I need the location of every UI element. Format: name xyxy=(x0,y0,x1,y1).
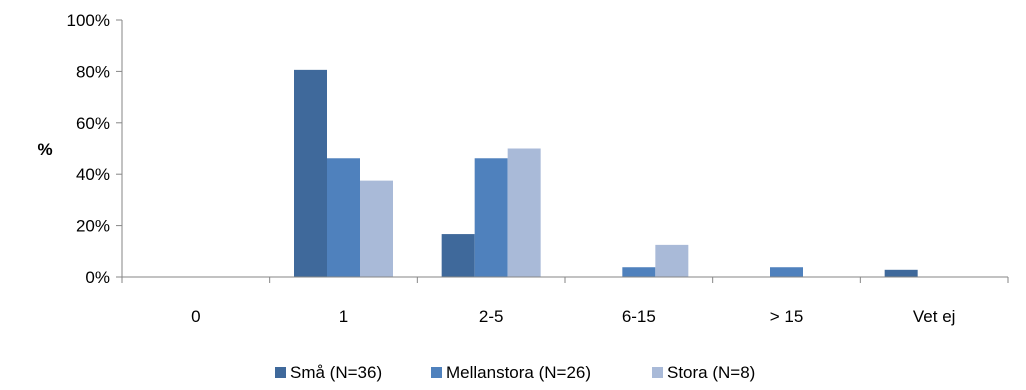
legend-swatch-2 xyxy=(431,367,442,378)
bar-1-6 xyxy=(884,269,918,277)
legend: Små (N=36) Mellanstora (N=26) Stora (N=8) xyxy=(275,363,755,382)
bar-3-2 xyxy=(360,180,393,277)
bar-1-3 xyxy=(441,234,475,277)
x-tick-label: 6-15 xyxy=(622,307,656,326)
bar-2-2 xyxy=(327,158,360,277)
legend-label-1: Små (N=36) xyxy=(290,363,382,382)
x-tick-label: 0 xyxy=(191,307,200,326)
bar-1-2 xyxy=(294,69,327,277)
legend-swatch-3 xyxy=(652,367,663,378)
bar-2-5 xyxy=(770,267,803,277)
x-tick-label: 1 xyxy=(339,307,348,326)
axes xyxy=(116,19,1009,283)
y-tick-label: 60% xyxy=(76,114,110,133)
legend-label-2: Mellanstora (N=26) xyxy=(446,363,591,382)
legend-swatch-1 xyxy=(275,367,286,378)
x-tick-label: > 15 xyxy=(770,307,804,326)
bar-3-4 xyxy=(655,244,689,277)
x-tick-label: Vet ej xyxy=(913,307,956,326)
x-tick-label: 2-5 xyxy=(479,307,504,326)
y-tick-label: 0% xyxy=(85,268,110,287)
bars xyxy=(294,69,918,277)
axis-labels: 0% 20% 40% 60% 80% 100% 0 1 2-5 6-15 > 15 Vet ej xyxy=(67,11,956,326)
y-tick-label: 20% xyxy=(76,217,110,236)
bar-2-3 xyxy=(474,158,508,277)
y-tick-label: 100% xyxy=(67,11,110,30)
legend-label-3: Stora (N=8) xyxy=(667,363,755,382)
y-axis-title: % xyxy=(37,140,52,159)
y-tick-label: 80% xyxy=(76,62,110,81)
bar-2-4 xyxy=(622,267,656,277)
y-tick-label: 40% xyxy=(76,165,110,184)
bar-3-3 xyxy=(507,148,541,277)
